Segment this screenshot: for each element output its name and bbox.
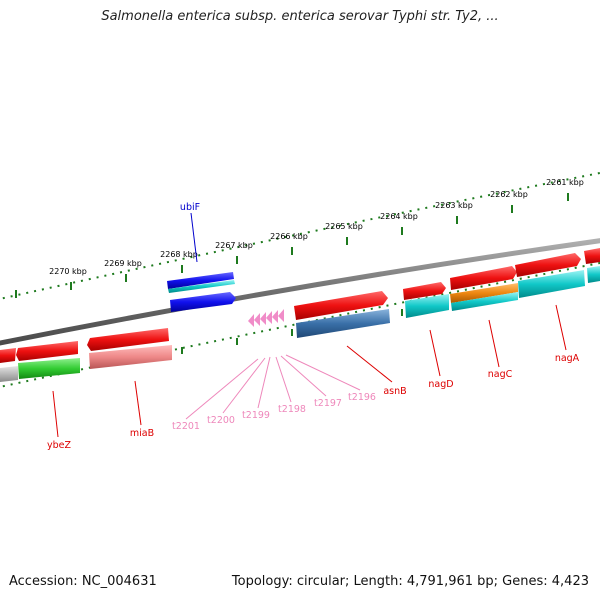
ruler-tick-2267: 2267 kbp [215,241,253,264]
label-nagD[interactable]: nagD [428,379,453,390]
cds-left-gray[interactable] [0,366,18,382]
ruler-tick-2270: 2270 kbp [49,267,87,290]
label-asnB[interactable]: asnB [383,386,406,397]
svg-text:2268 kbp: 2268 kbp [160,250,198,259]
gene-ybeZ[interactable] [16,341,78,361]
svg-text:2265 kbp: 2265 kbp [325,222,363,231]
svg-text:2263 kbp: 2263 kbp [435,201,473,210]
svg-text:2270 kbp: 2270 kbp [49,267,87,276]
cds-nagA[interactable] [518,270,585,298]
svg-text:2269 kbp: 2269 kbp [104,259,142,268]
gene-miaB[interactable] [87,328,169,351]
gene-nagD[interactable] [403,282,446,300]
label-nagA[interactable]: nagA [555,353,580,364]
cds-nagD[interactable] [405,294,449,318]
gene-right-edge[interactable] [584,248,600,264]
gene-nagA[interactable] [515,253,581,277]
gene-nagC[interactable] [450,266,517,290]
gene-left-edge[interactable] [0,348,16,363]
label-t2198[interactable]: t2198 [278,404,306,415]
ruler-tick-2266: 2266 kbp [270,232,308,255]
topology-text: Topology: circular; Length: 4,791,961 bp… [231,574,589,589]
label-miaB[interactable]: miaB [130,428,154,439]
cds-right-edge[interactable] [587,266,600,283]
cds-asnB[interactable] [296,309,390,338]
accession-text: Accession: NC_004631 [9,574,157,589]
cds-nagC-orange[interactable] [450,283,518,303]
ruler-tick-2269: 2269 kbp [104,259,142,282]
svg-text:2266 kbp: 2266 kbp [270,232,308,241]
gene-ubiF-reverse[interactable] [170,292,236,312]
gene-ubiF[interactable] [167,272,234,289]
svg-text:2267 kbp: 2267 kbp [215,241,253,250]
genome-backbone [0,238,600,346]
label-leaders [52,212,567,438]
map-title: Salmonella enterica subsp. enterica sero… [101,9,499,24]
label-t2199[interactable]: t2199 [242,410,270,421]
kbp-ruler-upper: 2261 kbp 2262 kbp 2263 kbp 2264 kbp 2265… [0,171,600,300]
label-t2201[interactable]: t2201 [172,421,200,432]
ruler-tick-2263: 2263 kbp [435,201,473,224]
gene-asnB[interactable] [294,291,388,320]
ruler-tick-2262: 2262 kbp [490,190,528,213]
ruler-tick-2265: 2265 kbp [325,222,363,245]
cds-ybeZ[interactable] [18,358,80,379]
cds-miaB[interactable] [89,345,172,369]
label-t2196[interactable]: t2196 [348,392,376,403]
svg-text:2264 kbp: 2264 kbp [380,212,418,221]
svg-text:2262 kbp: 2262 kbp [490,190,528,199]
cds-nagC[interactable] [451,292,518,311]
ruler-tick-2261: 2261 kbp [546,178,584,201]
trna-cluster[interactable] [248,309,284,327]
svg-text:2261 kbp: 2261 kbp [546,178,584,187]
ruler-tick-2264: 2264 kbp [380,212,418,235]
label-ubiF[interactable]: ubiF [180,202,200,213]
ruler-tick-2268: 2268 kbp [160,250,198,273]
cds-ubiF[interactable] [168,280,235,293]
label-ybeZ[interactable]: ybeZ [47,440,71,451]
label-t2200[interactable]: t2200 [207,415,235,426]
label-t2197[interactable]: t2197 [314,398,342,409]
label-nagC[interactable]: nagC [488,369,513,380]
